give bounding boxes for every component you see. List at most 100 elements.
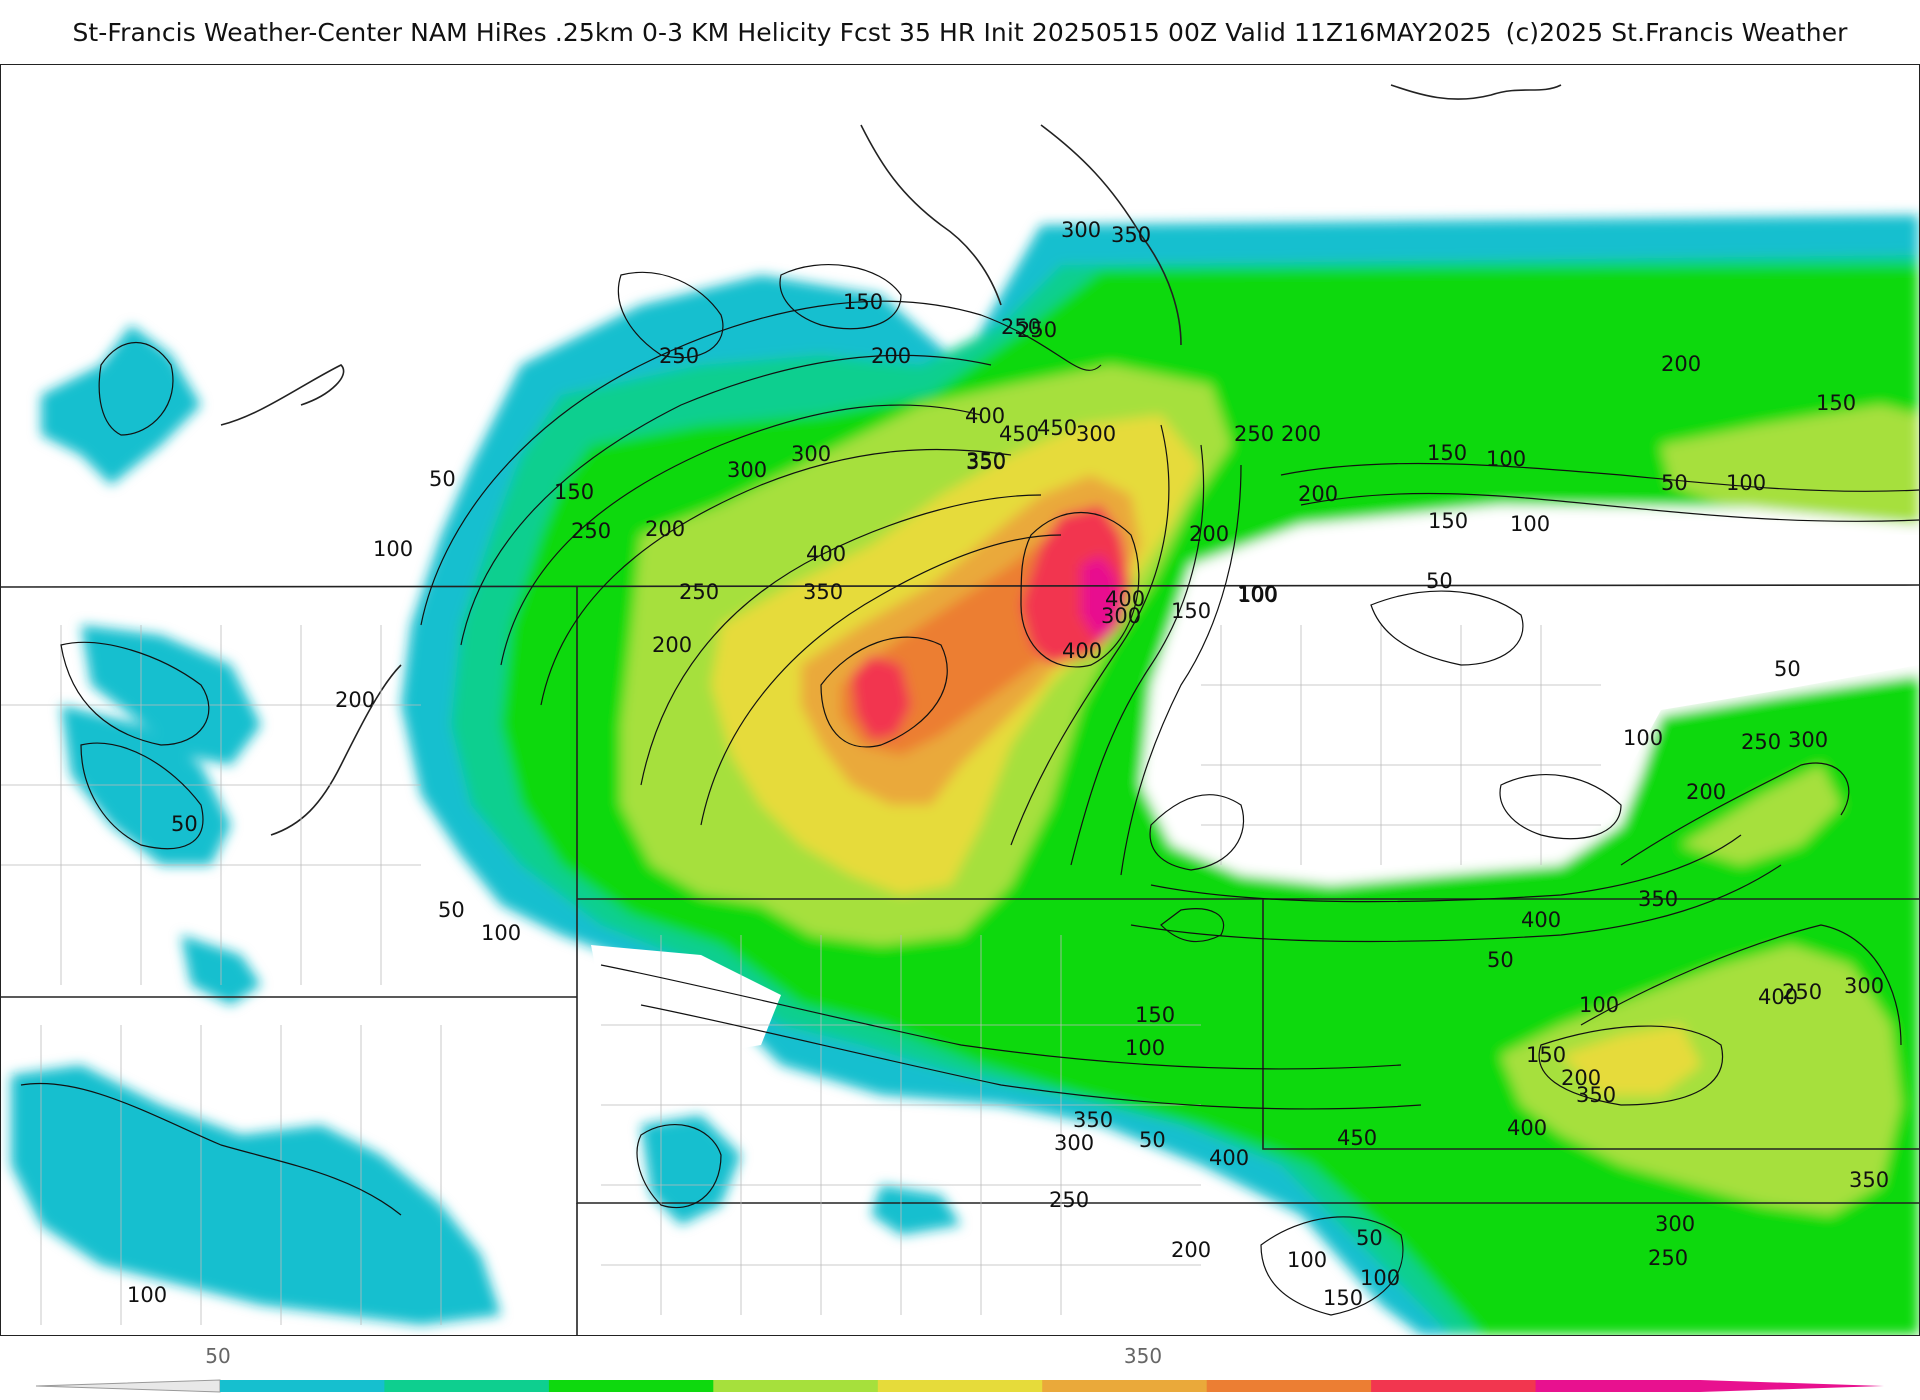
contour-label: 150 [1816, 391, 1856, 415]
contour-label: 200 [1686, 780, 1726, 804]
contour-label: 50 [1356, 1226, 1383, 1250]
contour-label: 100 [127, 1283, 167, 1307]
contour-label: 200 [1171, 1238, 1211, 1262]
contour-label: 150 [1526, 1043, 1566, 1067]
contour-label: 200 [645, 517, 685, 541]
contour-label: 200 [1561, 1066, 1601, 1090]
colorbar-tick-label: 350 [1123, 1344, 1163, 1368]
contour-label: 300 [727, 458, 767, 482]
colorbar-segment [877, 1380, 1043, 1392]
fill-east-lime-north [1661, 405, 1919, 525]
contour-label: 150 [1427, 441, 1467, 465]
contour-label: 100 [1579, 993, 1619, 1017]
fill-east-lime-mid [1681, 765, 1841, 865]
contour-label: 200 [652, 633, 692, 657]
contour-label: 50 [171, 812, 198, 836]
contour-label: 300 [791, 442, 831, 466]
contour-label: 150 [1428, 509, 1468, 533]
contour-label: 350 [1576, 1083, 1616, 1107]
contour-label: 100 [373, 537, 413, 561]
fill-south-patch-2 [871, 1185, 961, 1235]
contour-label: 200 [871, 344, 911, 368]
colorbar-arrow-left [35, 1379, 221, 1393]
contour-label: 100 [1486, 447, 1526, 471]
contour-label: 350 [803, 580, 843, 604]
colorbar-segment [1042, 1380, 1208, 1392]
contour-label: 350 [1111, 223, 1151, 247]
contour-label: 300 [1076, 422, 1116, 446]
contour-label: 200 [335, 688, 375, 712]
contour-label: 400 [1105, 587, 1145, 611]
contour-label: 450 [1037, 416, 1077, 440]
contour-label: 150 [554, 480, 594, 504]
contour-label: 100 [1237, 582, 1277, 606]
fill-band-red-2 [851, 655, 911, 740]
contour-label: 400 [1209, 1146, 1249, 1170]
river-outline [220, 364, 345, 426]
contour-label: 400 [1521, 908, 1561, 932]
state-border-north [1, 584, 1919, 588]
contour-label: 400 [806, 542, 846, 566]
fill-east-lime [1501, 945, 1901, 1215]
color-scale: 50 350 [0, 1334, 1920, 1400]
contour-label: 350 [966, 449, 1006, 473]
fill-east-yellow [1561, 1025, 1701, 1095]
contour-label: 350 [1073, 1108, 1113, 1132]
contour-label: 350 [966, 450, 1006, 474]
contour-labels: 50 100 150 200 250 300 350 400 450 300 2… [127, 218, 1889, 1310]
contour-label: 50 [1661, 471, 1688, 495]
contour-label: 350 [1638, 887, 1678, 911]
contour-label: 250 [679, 580, 719, 604]
contour-label: 300 [1101, 604, 1141, 628]
contour-label: 50 [1426, 569, 1453, 593]
contour-label: 300 [1054, 1131, 1094, 1155]
contour-label: 400 [1507, 1116, 1547, 1140]
contour-label: 100 [1623, 726, 1663, 750]
contour-label: 250 [571, 519, 611, 543]
fill-sw-patches [11, 1065, 501, 1325]
fill-west-patch-1 [41, 325, 201, 485]
contour-label: 100 [481, 921, 521, 945]
contour-label: 50 [438, 898, 465, 922]
colorbar-segment [1535, 1380, 1701, 1392]
fill-band-magenta [1081, 555, 1121, 640]
contour-label: 300 [1788, 728, 1828, 752]
contour-label: 50 [1139, 1128, 1166, 1152]
contour-label: 250 [1741, 730, 1781, 754]
contour-label: 300 [1061, 218, 1101, 242]
contour-label: 200 [1281, 422, 1321, 446]
contour-label: 200 [1189, 522, 1229, 546]
colorbar-segment [1206, 1380, 1372, 1392]
colorbar-segment [220, 1380, 385, 1392]
coast-north [860, 124, 1002, 306]
colorbar-segment [1371, 1380, 1536, 1392]
contour-label: 400 [965, 404, 1005, 428]
lake-outline [1040, 124, 1182, 346]
copyright-text: (c)2025 St.Francis Weather [1505, 17, 1848, 47]
contour-label: 100 [1287, 1248, 1327, 1272]
contour-label: 50 [1487, 948, 1514, 972]
contour-label: 200 [1298, 482, 1338, 506]
colorbar-tick-label: 50 [205, 1344, 231, 1368]
geographic-outlines [1, 84, 1919, 1335]
lake-outline-2 [1390, 84, 1562, 100]
contour-label: 400 [1758, 985, 1798, 1009]
colorbar-segment [713, 1380, 879, 1392]
coast-west [270, 664, 402, 836]
contour-label: 100 [1510, 512, 1550, 536]
contour-label: 450 [999, 422, 1039, 446]
contour-label: 250 [659, 344, 699, 368]
contour-label: 250 [1234, 422, 1274, 446]
contour-label: 300 [1844, 974, 1884, 998]
contour-label: 50 [1774, 657, 1801, 681]
helicity-fill [11, 215, 1919, 1335]
contour-label: 250 [1782, 980, 1822, 1004]
helicity-map: 50 100 150 200 250 300 350 400 450 300 2… [0, 64, 1920, 1336]
contour-label: 400 [1062, 639, 1102, 663]
contour-label: 150 [1323, 1286, 1363, 1310]
contour-label: 100 [1360, 1266, 1400, 1290]
contour-label: 100 [1726, 471, 1766, 495]
contour-lines [20, 264, 1919, 1316]
contour-label: 100 [1238, 583, 1278, 607]
fill-west-patch-2 [81, 625, 261, 765]
